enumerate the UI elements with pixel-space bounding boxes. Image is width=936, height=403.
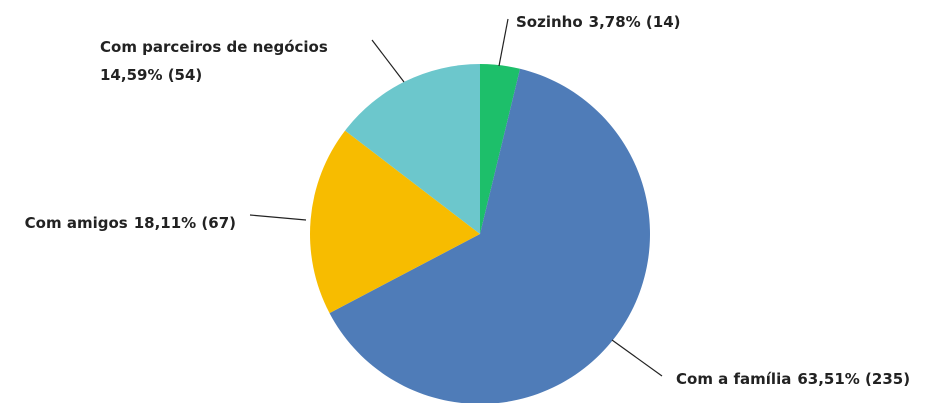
slice-value-label: 14,59% (54) bbox=[100, 66, 202, 84]
slice-label: Com amigos 18,11% (67) bbox=[25, 214, 236, 232]
slice-label: Com parceiros de negócios 14,59% (54) bbox=[100, 38, 328, 84]
leader-line bbox=[249, 214, 307, 221]
slice-category: Com amigos bbox=[25, 214, 128, 232]
slice-category: Sozinho bbox=[516, 13, 583, 31]
slice-value-label: 63,51% (235) bbox=[797, 370, 910, 388]
pie-slice bbox=[480, 64, 521, 234]
pie-slice bbox=[329, 68, 650, 403]
pie-slice bbox=[309, 130, 480, 314]
slice-value-label: 18,11% (67) bbox=[134, 214, 236, 232]
slice-label: Sozinho 3,78% (14) bbox=[516, 13, 681, 31]
slice-label: Com a família 63,51% (235) bbox=[676, 370, 910, 388]
leader-line bbox=[611, 339, 663, 377]
pie-slice bbox=[345, 64, 480, 234]
slice-value-label: 3,78% (14) bbox=[589, 13, 681, 31]
leader-line bbox=[498, 18, 509, 67]
slice-category: Com a família bbox=[676, 370, 791, 388]
slice-category: Com parceiros de negócios bbox=[100, 38, 328, 56]
leader-line bbox=[371, 39, 405, 83]
